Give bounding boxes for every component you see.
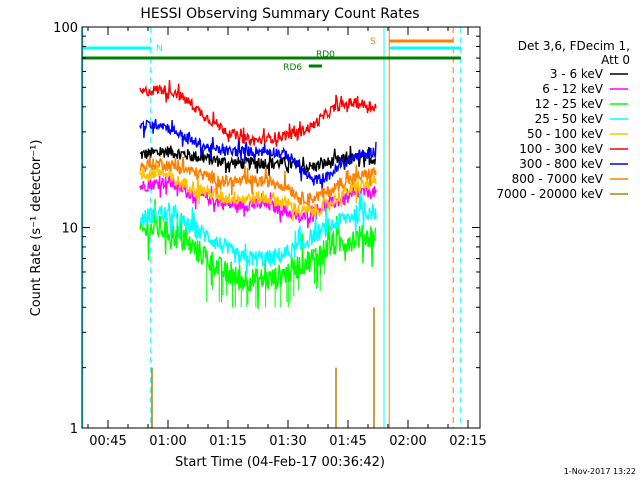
mode-label-n: N [156,44,163,54]
legend-label-12-25-kev: 12 - 25 keV [535,97,604,111]
x-tick-label: 01:15 [209,434,246,449]
x-tick-label: 00:45 [89,434,126,449]
x-tick-label: 02:15 [449,434,486,449]
legend-label-100-300-kev: 100 - 300 keV [519,142,603,156]
legend-label-3-6-kev: 3 - 6 keV [550,67,604,81]
legend-header-line-2: Att 0 [601,53,630,67]
series-line-3-6-kev [139,144,377,176]
y-axis-label: Count Rate (s⁻¹ detector⁻¹) [29,140,44,317]
legend-label-7000-20000-kev: 7000 - 20000 keV [496,187,603,201]
chart-title: HESSI Observing Summary Count Rates [140,6,419,22]
x-tick-label: 02:00 [389,434,426,449]
x-tick-label: 01:45 [329,434,366,449]
series-line-50-100-kev [139,162,377,222]
plot-date-footer: 1-Nov-2017 13:22 [564,467,636,476]
y-tick-label: 10 [61,222,78,237]
legend-label-25-50-kev: 25 - 50 keV [535,112,604,126]
legend-label-6-12-kev: 6 - 12 keV [542,82,604,96]
x-tick-label: 01:30 [269,434,306,449]
legend-label-300-800-kev: 300 - 800 keV [519,157,603,171]
x-tick-label: 01:00 [149,434,186,449]
y-tick-label: 100 [53,21,78,36]
x-axis-label: Start Time (04-Feb-17 00:36:42) [175,455,385,470]
series-line-25-50-kev [139,191,377,275]
y-tick-label: 1 [70,422,78,437]
legend-header-line-1: Det 3,6, FDecim 1, [518,39,630,53]
mode-label-rd6: RD6 [283,63,302,73]
mode-label-rd0: RD0 [316,50,335,60]
axes: 1 10 100 00:45 01:00 01:15 01:30 01:45 02:00 02:1… [53,21,487,449]
legend-label-50-100-kev: 50 - 100 keV [527,127,604,141]
series-line-300-800-kev [139,118,377,190]
mode-label-s: S [370,37,376,47]
series-layer [139,79,377,428]
annotation-layer: N S RD0 RD6 [82,27,462,428]
legend-label-800-7000-kev: 800 - 7000 keV [512,172,604,186]
series-line-800-7000-kev [139,155,377,208]
series-line-100-300-kev [139,79,377,150]
